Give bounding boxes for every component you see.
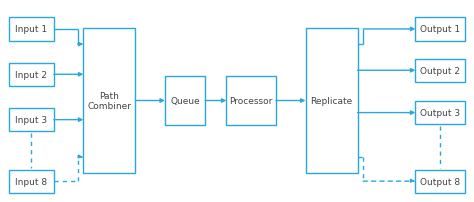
Text: Input 3: Input 3 <box>15 116 47 125</box>
Text: Queue: Queue <box>170 97 200 105</box>
Text: Output 2: Output 2 <box>420 66 460 75</box>
Bar <box>227 77 276 125</box>
Text: Input 8: Input 8 <box>15 177 47 186</box>
Text: Input 1: Input 1 <box>15 25 47 34</box>
Text: Processor: Processor <box>229 97 273 105</box>
Bar <box>415 59 465 82</box>
Text: Input 2: Input 2 <box>16 70 47 79</box>
Bar <box>415 101 465 125</box>
Bar <box>9 63 54 86</box>
Bar <box>415 18 465 41</box>
Text: Path
Combiner: Path Combiner <box>87 91 131 111</box>
Text: Output 1: Output 1 <box>420 25 460 34</box>
Bar <box>9 170 54 193</box>
Bar <box>306 29 357 173</box>
Bar <box>415 170 465 193</box>
Bar <box>9 18 54 41</box>
Bar <box>83 29 136 173</box>
Bar <box>9 108 54 132</box>
Text: Output 8: Output 8 <box>420 177 460 186</box>
Text: Replicate: Replicate <box>310 97 353 105</box>
Bar <box>165 77 205 125</box>
Text: Output 3: Output 3 <box>420 108 460 118</box>
